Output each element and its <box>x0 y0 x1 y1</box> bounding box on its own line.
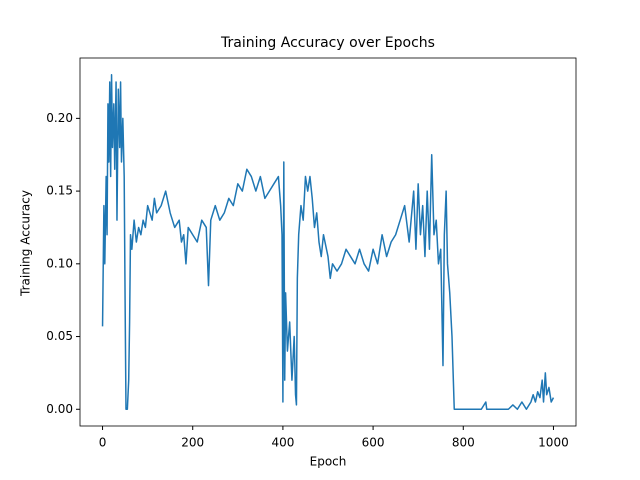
y-tick-label: 0.15 <box>46 184 73 198</box>
x-tick-label: 0 <box>99 436 107 450</box>
line-series <box>101 73 555 411</box>
y-tick-label: 0.10 <box>46 256 73 270</box>
y-tick-label: 0.20 <box>46 111 73 125</box>
y-tick-label: 0.05 <box>46 329 73 343</box>
x-tick-label: 1000 <box>538 436 569 450</box>
x-tick-label: 600 <box>362 436 385 450</box>
chart-title: Training Accuracy over Epochs <box>220 35 435 51</box>
plot-frame <box>79 57 577 427</box>
x-axis-label: Epoch <box>310 455 347 469</box>
x-tick-label: 400 <box>271 436 294 450</box>
y-axis-label: Training Accuracy <box>19 190 33 297</box>
x-tick-label: 800 <box>452 436 475 450</box>
x-tick-label: 200 <box>181 436 204 450</box>
y-tick-label: 0.00 <box>46 402 73 416</box>
